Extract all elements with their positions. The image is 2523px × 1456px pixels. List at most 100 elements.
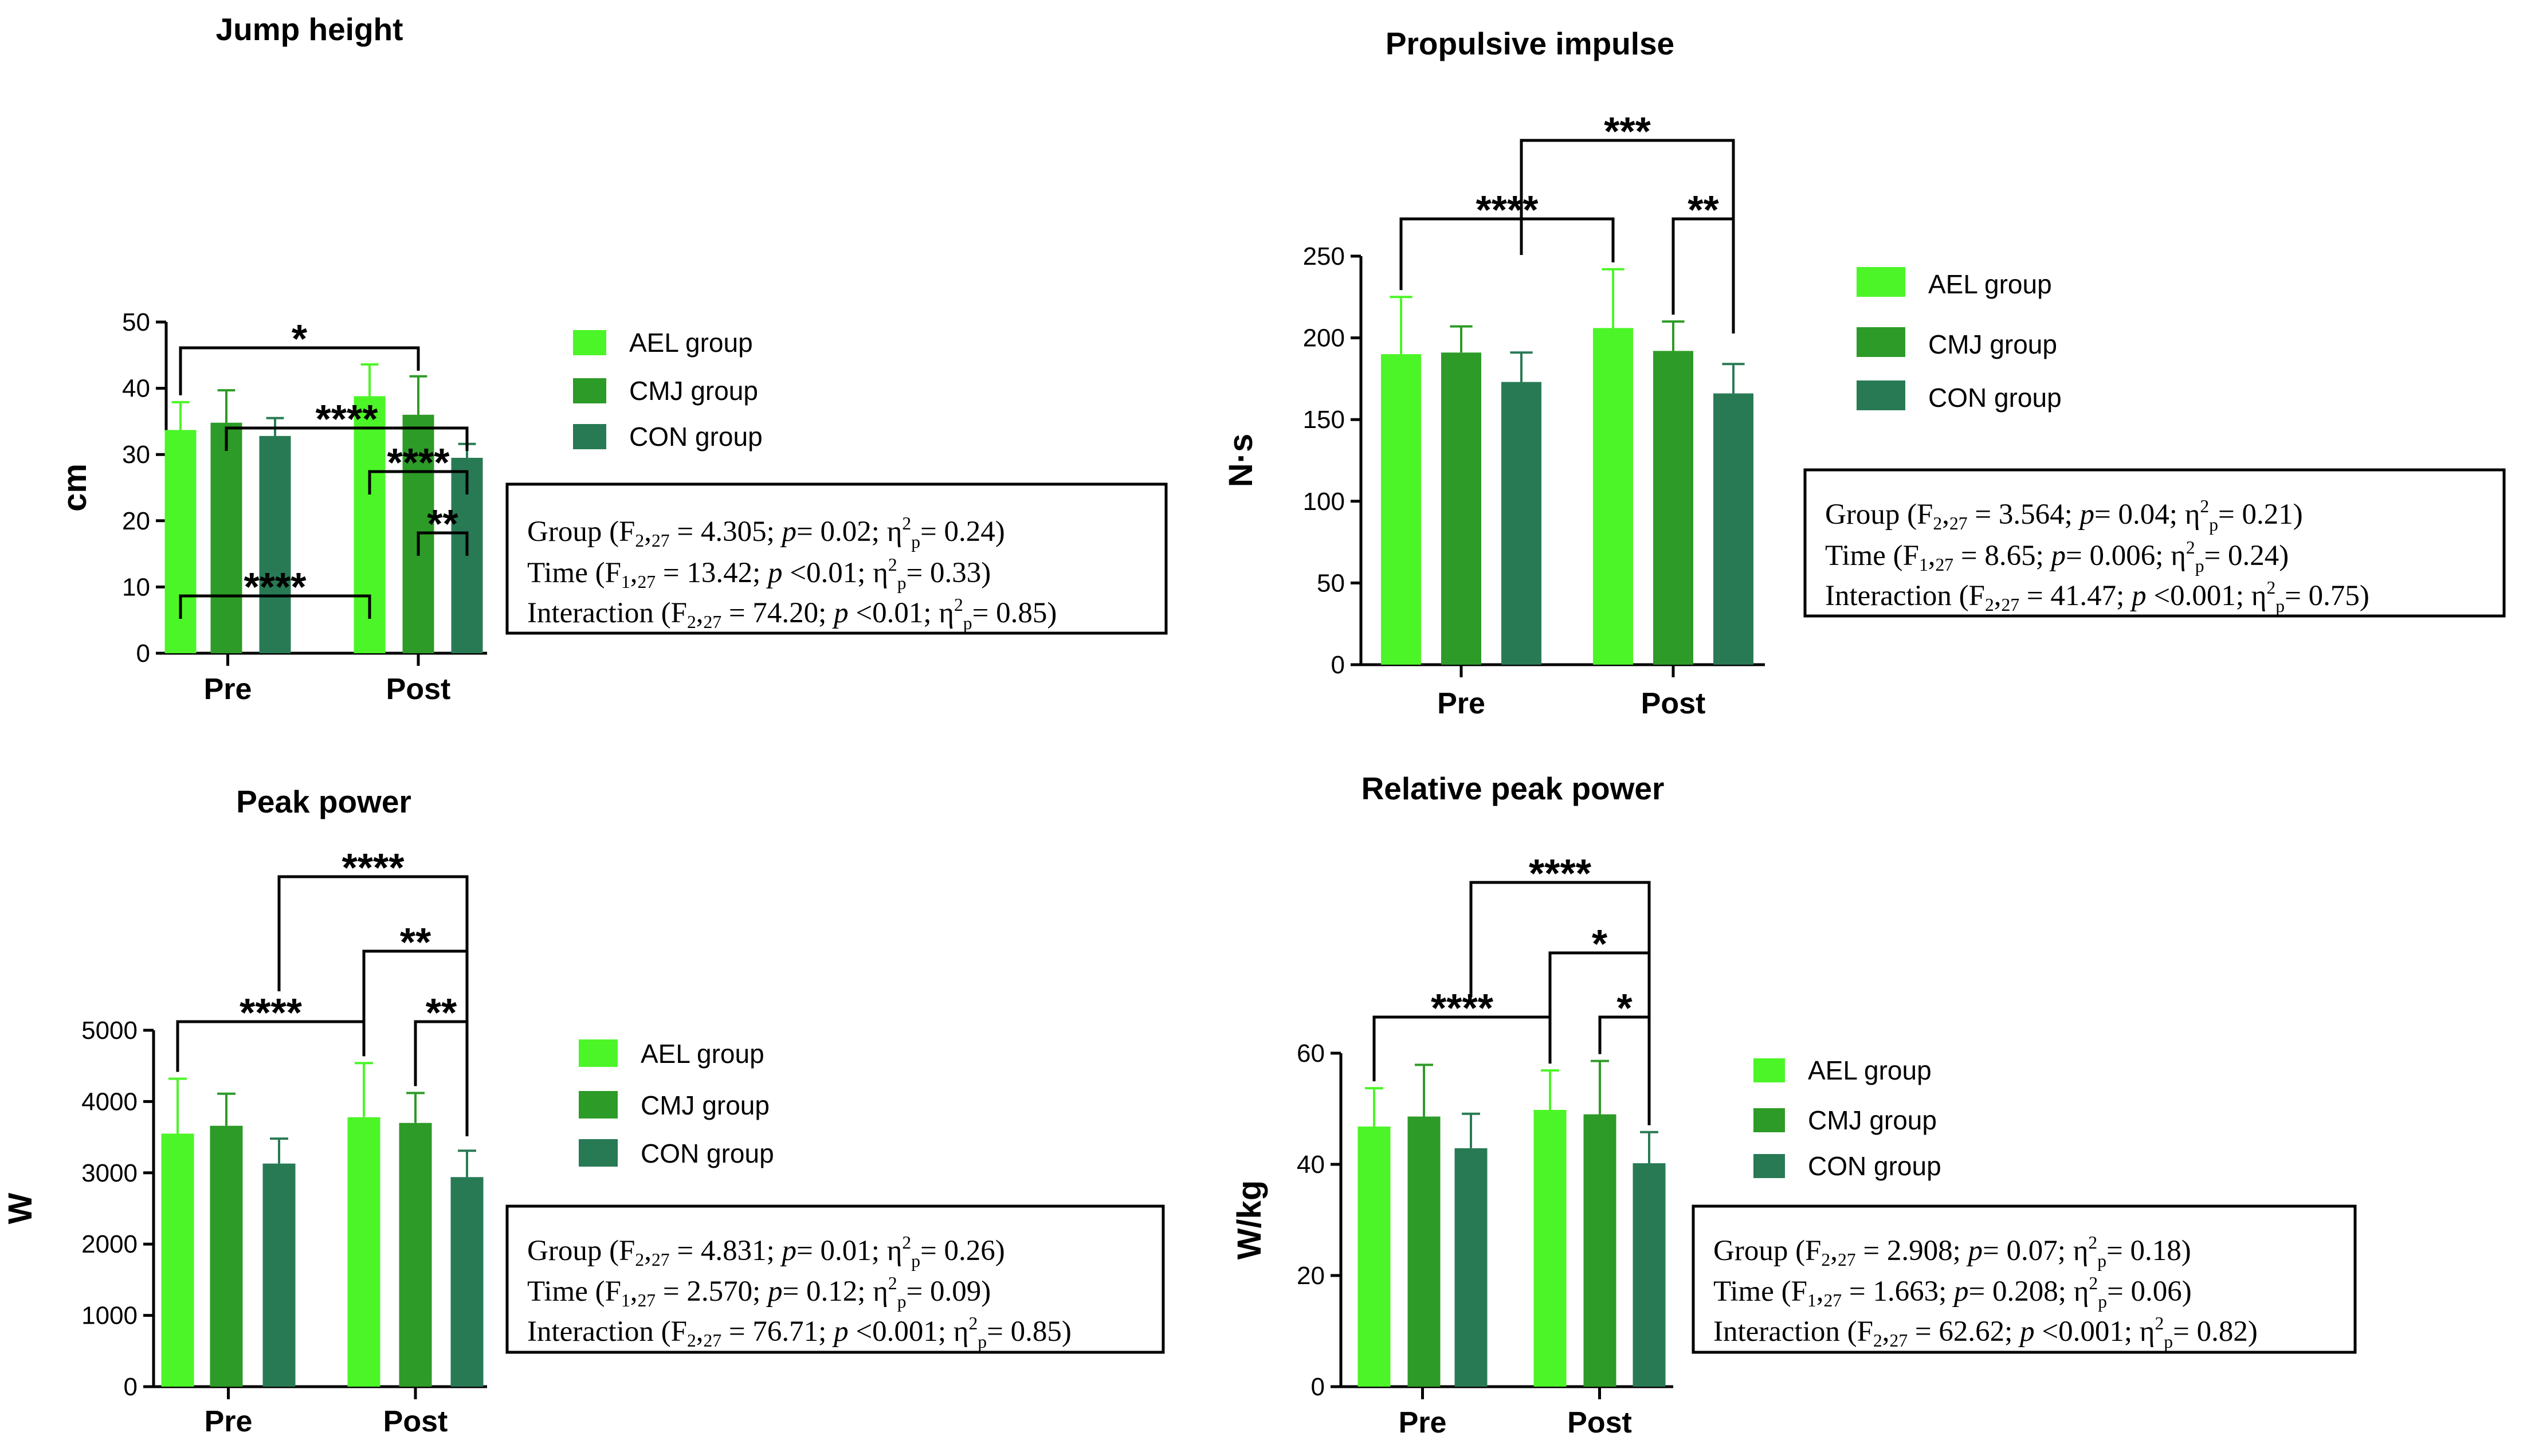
stats-part: = 0.006; η: [2066, 540, 2186, 572]
panel-2: Propulsive impulse 0 50 100 150 200 250 Pre Post…: [1222, 26, 2506, 720]
chart-title: Jump height: [216, 11, 403, 47]
stats-part: ,: [644, 516, 652, 548]
significance-bracket: [1548, 951, 1651, 1068]
stats-part: Interaction (F: [1713, 1316, 1873, 1348]
stats-part: p: [766, 1276, 783, 1308]
stats-part: 2: [968, 1313, 978, 1333]
stats-part: ,: [644, 1235, 652, 1267]
stats-part: 27: [652, 1250, 670, 1270]
y-tick-label: 200: [1303, 324, 1345, 352]
stats-part: = 3.564;: [1968, 499, 2080, 531]
x-tick-label: Pre: [1399, 1406, 1447, 1439]
bar: [1713, 393, 1753, 665]
stats-part: 2: [2088, 1233, 2097, 1253]
y-tick-label: 5000: [81, 1017, 138, 1045]
stats-part: 2: [2155, 1313, 2164, 1333]
significance-bracket: [1671, 217, 1735, 333]
stats-part: Time (F: [1825, 540, 1919, 572]
stats-part: = 0.208; η: [1969, 1276, 2089, 1308]
stats-part: 2: [635, 1250, 644, 1270]
stats-part: p: [832, 597, 849, 629]
stats-part: = 0.02; η: [796, 516, 902, 548]
bar: [1357, 1127, 1391, 1387]
significance-bracket: [1469, 881, 1651, 997]
stats-part: = 0.85): [972, 597, 1057, 629]
stats-part: p: [1967, 1235, 1983, 1267]
stats-part: <0.001; η: [2035, 1316, 2155, 1348]
stats-part: 2: [1821, 1250, 1830, 1270]
legend-label: CMJ group: [1928, 329, 2057, 359]
significance-stars: *: [1616, 986, 1633, 1030]
stats-part: p: [897, 573, 907, 593]
stats-part: = 62.62;: [1908, 1316, 2020, 1348]
stats-part: = 74.20;: [721, 597, 834, 629]
y-tick-label: 30: [122, 441, 150, 469]
x-tick-label: Pre: [1437, 687, 1485, 720]
bar: [450, 1177, 484, 1387]
stats-part: 27: [1824, 1290, 1842, 1310]
legend-swatch: [573, 378, 606, 403]
y-tick-label: 60: [1297, 1039, 1325, 1068]
significance-bracket: [277, 875, 469, 991]
stats-line: Time (F1,27 = 1.663; p= 0.208; η2p= 0.06…: [1713, 1273, 2192, 1312]
stats-part: p: [2018, 1316, 2035, 1348]
stats-line: Time (F1,27 = 2.570; p= 0.12; η2p= 0.09): [527, 1273, 991, 1312]
stats-part: p: [897, 1292, 907, 1312]
stats-part: 2: [888, 1273, 897, 1293]
stats-part: 27: [2002, 595, 2020, 615]
stats-part: p: [978, 1332, 987, 1352]
legend-label: CON group: [1928, 383, 2062, 413]
significance-bracket: [414, 1020, 469, 1136]
y-axis-label: N·s: [1222, 434, 1259, 487]
stats-part: ,: [696, 1316, 704, 1348]
stats-line: Group (F2,27 = 4.305; p= 0.02; η2p= 0.24…: [527, 513, 1005, 552]
y-tick-label: 100: [1303, 488, 1345, 516]
stats-part: 2: [635, 531, 644, 551]
legend-swatch: [579, 1139, 618, 1167]
stats-part: 2: [687, 1331, 696, 1351]
significance-stars: ****: [244, 564, 307, 609]
bar: [1583, 1114, 1616, 1387]
chart-title: Peak power: [236, 784, 411, 819]
y-tick-label: 2000: [81, 1230, 138, 1258]
legend-swatch: [1857, 327, 1905, 357]
y-tick-label: 0: [124, 1373, 138, 1401]
stats-part: 27: [638, 1290, 656, 1310]
stats-part: p: [2097, 1251, 2106, 1271]
stats-line: Interaction (F2,27 = 62.62; p <0.001; η2…: [1713, 1313, 2258, 1352]
stats-part: <0.01; η: [783, 557, 888, 589]
stats-part: p: [780, 1235, 797, 1267]
significance-stars: **: [400, 920, 431, 964]
bar: [1441, 352, 1481, 665]
stats-part: 27: [1936, 555, 1954, 575]
bar: [210, 422, 242, 653]
x-tick-label: Post: [386, 673, 451, 706]
significance-stars: *: [1592, 921, 1608, 966]
stats-part: p: [2195, 556, 2204, 576]
stats-part: Interaction (F: [527, 597, 687, 629]
stats-part: ,: [630, 1276, 638, 1308]
stats-part: p: [1952, 1276, 1969, 1308]
stats-part: = 0.26): [920, 1235, 1005, 1267]
stats-part: Time (F: [1713, 1276, 1807, 1308]
significance-stars: ***: [1604, 109, 1651, 154]
stats-part: p: [766, 557, 783, 589]
stats-line: Interaction (F2,27 = 76.71; p <0.001; η2…: [527, 1313, 1072, 1352]
stats-part: p: [780, 516, 797, 548]
legend-swatch: [1753, 1108, 1785, 1132]
stats-box: [1803, 468, 2506, 618]
bar: [1593, 328, 1633, 665]
stats-part: ,: [1882, 1316, 1890, 1348]
stats-part: = 0.85): [987, 1316, 1072, 1348]
legend-label: AEL group: [629, 328, 753, 358]
stats-part: <0.01; η: [849, 597, 954, 629]
stats-part: 27: [1838, 1250, 1856, 1270]
stats-box: [505, 1204, 1165, 1354]
stats-part: 1: [621, 572, 630, 592]
y-tick-label: 1000: [81, 1302, 138, 1330]
x-tick-label: Post: [1567, 1406, 1632, 1439]
stats-part: = 76.71;: [721, 1316, 834, 1348]
stats-part: Group (F: [1713, 1235, 1821, 1267]
legend-swatch: [1857, 267, 1905, 297]
